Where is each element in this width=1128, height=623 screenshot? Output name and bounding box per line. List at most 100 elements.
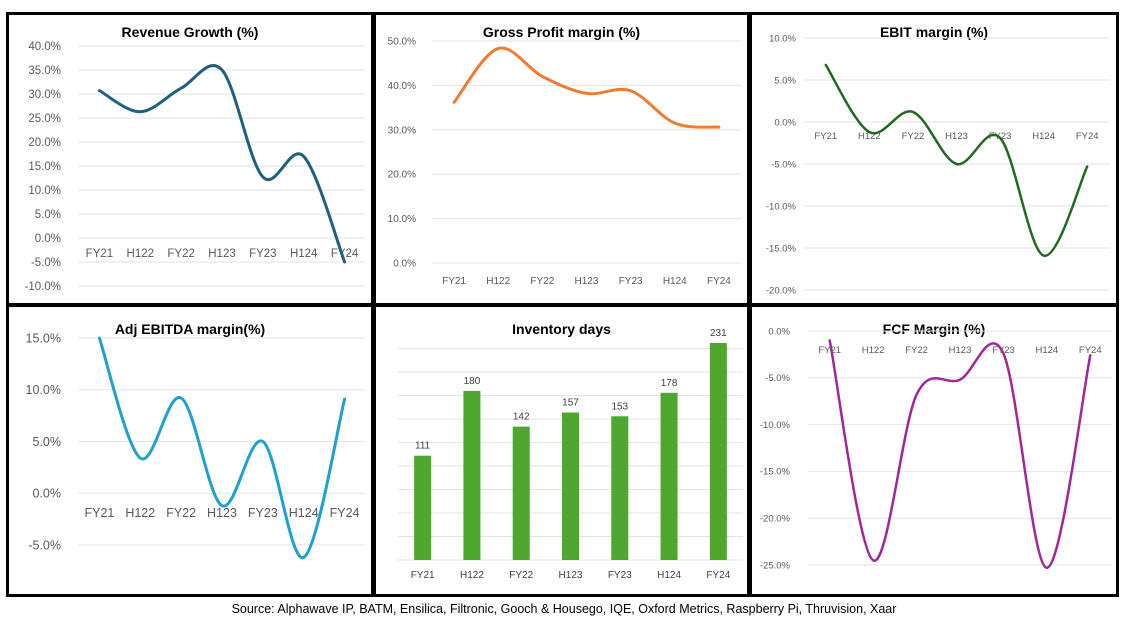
chart-title: Revenue Growth (%) [122,24,259,40]
y-tick-label: -5.0% [765,373,790,384]
y-tick-label: 15.0% [26,331,61,345]
y-tick-label: -5.0% [771,159,796,170]
ebit-margin-panel: EBIT margin (%) 10.0% 5.0% 0.0% -5.0% -10.0% -… [752,15,1116,303]
inventory-days-chart: Inventory days 111 FY21 180 H122 142 FY22 157 H1… [398,321,743,581]
y-tick-label: -10.0% [760,420,791,431]
y-tick-label: 40.0% [388,81,416,92]
category-label: H122 [460,570,484,581]
revenue-growth-chart: Revenue Growth (%) 40.0% 35.0% 30.0% 25.0% 20… [25,24,365,293]
data-label: 180 [464,376,481,387]
category-label: FY24 [707,276,731,287]
y-tick-label: 5.0% [774,75,796,86]
category-label: H123 [559,570,583,581]
y-tick-label: 30.0% [28,89,61,101]
category-label: H123 [949,345,972,356]
category-label: FY23 [249,248,277,260]
y-tick-label: -15.0% [766,243,797,254]
category-label: FY21 [442,276,466,287]
chart-title: EBIT margin (%) [880,24,988,40]
gross-profit-margin-panel: Gross Profit margin (%) 50.0% 40.0% 30.0% 20… [376,15,747,303]
adj-ebitda-margin-panel: Adj EBITDA margin(%) 15.0% 10.0% 5.0% 0.0% -5… [9,307,371,594]
y-tick-label: 30.0% [388,125,416,136]
bar-fy24 [709,343,727,560]
category-label: H124 [289,506,319,520]
chart-title: Inventory days [512,321,611,337]
category-label: FY23 [992,345,1015,356]
y-tick-label: -25.0% [760,560,791,571]
bar-fy21 [414,455,432,560]
y-tick-label: 20.0% [388,170,416,181]
category-label: H122 [127,248,155,260]
category-label: H123 [207,506,237,520]
category-label: H123 [575,276,599,287]
category-label: H122 [486,276,510,287]
bar-h123 [562,412,579,560]
adj-ebitda-margin-chart: Adj EBITDA margin(%) 15.0% 10.0% 5.0% 0.0% -5… [26,321,365,559]
chart-title: FCF Margin (%) [883,321,986,337]
y-tick-label: 40.0% [28,41,61,53]
category-label: H124 [290,248,318,260]
category-label: H123 [945,131,968,142]
category-label: FY24 [330,506,360,520]
bar-fy22 [512,426,530,560]
series-line [828,339,1092,570]
category-label: FY21 [818,345,841,356]
category-label: FY21 [86,248,114,260]
category-label: FY23 [619,276,643,287]
ebit-margin-chart: EBIT margin (%) 10.0% 5.0% 0.0% -5.0% -10.0% -… [766,24,1109,296]
y-tick-label: 20.0% [28,137,61,149]
data-label: 153 [611,401,628,412]
category-label: FY23 [608,570,632,581]
y-tick-label: -15.0% [760,467,791,478]
y-tick-label: 10.0% [26,383,61,397]
y-tick-label: -5.0% [31,257,61,269]
category-label: FY22 [530,276,554,287]
data-label: 111 [415,441,431,452]
y-tick-label: 0.0% [774,117,796,128]
category-label: FY22 [905,345,928,356]
data-label: 157 [562,398,579,409]
category-label: FY22 [166,506,196,520]
category-label: H122 [125,506,155,520]
category-label: FY21 [84,506,114,520]
y-tick-label: 0.0% [35,233,61,245]
y-tick-label: 5.0% [33,435,62,449]
y-tick-label: 25.0% [28,113,61,125]
revenue-growth-panel: Revenue Growth (%) 40.0% 35.0% 30.0% 25.0% 20… [9,15,371,303]
data-label: 231 [710,328,727,339]
chart-title: Adj EBITDA margin(%) [115,321,265,337]
inventory-days-panel: Inventory days 111 FY21 180 H122 142 FY22 157 H1… [376,307,747,594]
source-note: Source: Alphawave IP, BATM, Ensilica, Fi… [231,602,897,616]
category-label: H122 [862,345,885,356]
y-tick-label: -5.0% [28,538,61,552]
y-tick-label: 10.0% [388,214,416,225]
category-label: H123 [208,248,236,260]
bar-h122 [463,390,481,560]
category-label: H124 [1032,131,1055,142]
category-label: FY24 [331,248,359,260]
category-label: H122 [858,131,881,142]
y-tick-label: 0.0% [33,487,62,501]
series-line [97,64,347,264]
category-label: H124 [657,570,681,581]
category-label: H124 [663,276,687,287]
category-label: FY21 [411,570,435,581]
y-tick-label: -10.0% [766,201,797,212]
y-tick-label: 10.0% [769,33,796,44]
series-line [824,63,1089,257]
chart-title: Gross Profit margin (%) [483,24,640,40]
category-label: FY22 [509,570,533,581]
category-label: H124 [1035,345,1058,356]
fcf-margin-panel: FCF Margin (%) 0.0% -5.0% -10.0% -15.0% -20.0… [752,307,1116,594]
data-label: 178 [661,378,678,389]
y-tick-label: 10.0% [28,185,61,197]
bar-h124 [660,392,678,560]
category-label: FY22 [167,248,195,260]
category-label: FY24 [1076,131,1099,142]
y-tick-label: 15.0% [28,161,61,173]
y-tick-label: -20.0% [766,285,797,296]
fcf-margin-chart: FCF Margin (%) 0.0% -5.0% -10.0% -15.0% -20.0… [760,321,1112,571]
y-tick-label: -10.0% [25,281,61,293]
category-label: FY24 [1079,345,1102,356]
y-tick-label: 50.0% [388,37,416,48]
